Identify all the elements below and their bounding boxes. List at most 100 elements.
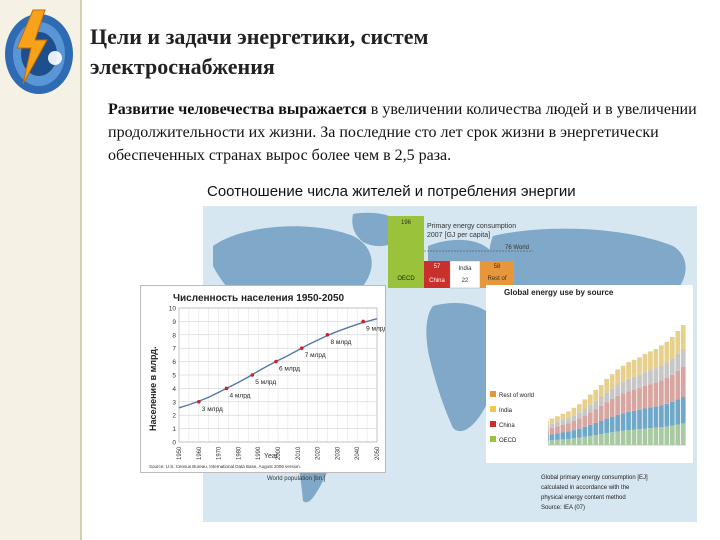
energy-bar-segment — [571, 415, 577, 421]
energy-bar-segment — [571, 438, 577, 445]
milestone-marker — [299, 346, 304, 350]
y-tick-label: 4 — [172, 386, 176, 393]
energy-bar-segment — [571, 407, 577, 416]
footer-line-2: calculated in accordance with the — [541, 485, 630, 491]
energy-bar-segment — [626, 378, 631, 392]
china-bar — [424, 261, 450, 288]
energy-bar-segment — [555, 421, 560, 427]
milestone-marker — [325, 333, 330, 337]
population-chart: Численность населения 1950-2050 Населени… — [148, 293, 387, 469]
energy-bar-segment — [549, 418, 555, 424]
energy-bar-segment — [566, 418, 571, 424]
energy-bar-segment — [620, 393, 626, 414]
x-tick-label: 2020 — [316, 446, 322, 460]
energy-bar-segment — [593, 400, 599, 410]
milestone-marker — [224, 386, 229, 391]
rest-value-label: 58 — [494, 264, 501, 270]
oecd-bar — [388, 216, 424, 288]
energy-bar-segment — [653, 368, 659, 383]
x-tick-label: 1990 — [256, 446, 262, 460]
energy-bar-segment — [582, 399, 588, 409]
energy-bar-segment — [587, 424, 593, 436]
primary-energy-chart: 196 OECD Primary energy consumption 2007… — [388, 216, 533, 289]
energy-bar-segment — [653, 406, 659, 428]
energy-bar-segment — [675, 353, 681, 371]
energy-bar-segment — [659, 365, 664, 381]
energy-bar-segment — [566, 411, 571, 419]
map-footer: Global primary energy consumption [EJ] c… — [541, 475, 648, 511]
energy-bar-segment — [598, 421, 604, 435]
energy-bar-segment — [598, 406, 604, 421]
energy-bar-segment — [604, 402, 610, 419]
energy-bar-segment — [653, 427, 659, 445]
energy-bar-segment — [615, 369, 620, 385]
y-tick-label: 1 — [172, 426, 176, 433]
population-chart-panel: Численность населения 1950-2050 Населени… — [140, 285, 387, 473]
x-tick-label: 2000 — [276, 446, 282, 460]
energy-bar-segment — [587, 404, 593, 413]
energy-bar-segment — [582, 426, 588, 437]
milestone-label: 6 млрд — [279, 366, 300, 373]
energy-bar-segment — [680, 397, 686, 424]
population-x-label: Year — [264, 453, 279, 460]
energy-bar-segment — [659, 427, 664, 445]
y-tick-label: 8 — [172, 332, 176, 339]
energy-bar-segment — [669, 425, 675, 445]
energy-bar-segment — [560, 413, 566, 421]
energy-bar-segment — [587, 412, 593, 425]
x-tick-label: 2030 — [335, 446, 341, 460]
milestone-marker — [361, 319, 365, 324]
milestone-marker — [197, 400, 201, 404]
y-tick-label: 0 — [172, 440, 176, 447]
energy-bar-segment — [637, 409, 642, 430]
title-area — [82, 0, 720, 96]
energy-bar-segment — [571, 430, 577, 439]
x-tick-label: 1950 — [177, 446, 183, 460]
energy-bar-segment — [631, 410, 637, 430]
energy-bar-segment — [620, 413, 626, 431]
energy-bar-segment — [615, 395, 620, 415]
divider-line — [80, 0, 82, 540]
x-tick-label: 2040 — [355, 446, 361, 460]
energy-use-chart: Global energy use by source Rest of worl… — [486, 285, 693, 463]
energy-bar-segment — [576, 428, 582, 438]
energy-bar-segment — [626, 411, 631, 431]
energy-bar-segment — [560, 420, 566, 425]
oecd-value-label: 196 — [401, 220, 412, 226]
population-line — [178, 318, 378, 409]
energy-chart-title: Global energy use by source — [504, 288, 614, 297]
energy-bar-segment — [637, 374, 642, 389]
energy-bar-segment — [642, 353, 648, 373]
energy-bar-segment — [609, 416, 615, 433]
india-label: India — [458, 266, 472, 272]
energy-bar-segment — [648, 407, 653, 429]
energy-bar-segment — [648, 384, 653, 408]
china-value-label: 57 — [434, 264, 441, 270]
energy-bar-segment — [648, 428, 653, 445]
oecd-label: OECD — [397, 276, 415, 282]
milestone-label: 8 млрд — [331, 339, 352, 346]
energy-bar-segment — [560, 432, 566, 440]
energy-use-chart-panel: Global energy use by source Rest of worl… — [486, 285, 693, 463]
energy-bar-segment — [566, 423, 571, 432]
population-chart-title: Численность населения 1950-2050 — [173, 293, 345, 304]
energy-bar-segment — [549, 440, 555, 445]
x-tick-label: 1970 — [217, 446, 223, 460]
energy-bar-segment — [669, 401, 675, 426]
milestone-marker — [274, 359, 278, 364]
energy-bar-segment — [576, 412, 582, 419]
energy-bar-segment — [626, 362, 631, 379]
energy-bar-segment — [659, 380, 664, 406]
energy-bar-segment — [637, 429, 642, 445]
energy-bar-segment — [560, 439, 566, 445]
energy-bar-segment — [642, 408, 648, 429]
energy-bar-segment — [626, 391, 631, 412]
india-value-label: 22 — [462, 278, 469, 284]
energy-bar-segment — [642, 372, 648, 386]
milestone-label: 4 млрд — [230, 392, 251, 399]
energy-bar-segment — [566, 438, 571, 445]
energy-bar-segment — [653, 382, 659, 407]
y-tick-label: 7 — [172, 346, 176, 353]
energy-bar-segment — [631, 359, 637, 377]
energy-plot-area — [500, 325, 686, 446]
